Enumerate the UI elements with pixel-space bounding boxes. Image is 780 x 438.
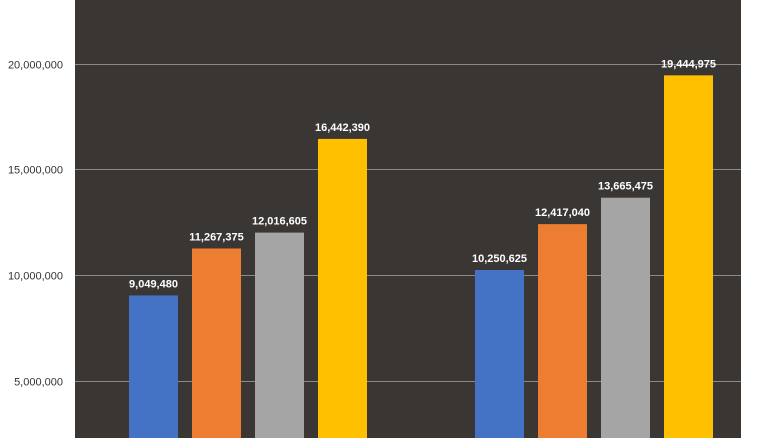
y-axis: 5,000,000 10,000,000 15,000,000 20,000,000: [8, 60, 63, 389]
bar-value-label: 12,417,040: [535, 207, 590, 219]
bar-value-label: 16,442,390: [315, 122, 370, 134]
bar: [255, 232, 304, 438]
data-labels: 9,049,480 11,267,375 12,016,605 16,442,390 1…: [129, 58, 716, 290]
bar-value-label: 11,267,375: [189, 231, 243, 243]
bar-value-label: 19,444,975: [661, 58, 716, 70]
y-tick-label: 5,000,000: [14, 377, 63, 389]
bars: [129, 75, 713, 438]
y-tick-label: 10,000,000: [8, 271, 63, 283]
bar-value-label: 12,016,605: [252, 216, 307, 228]
bar: [192, 248, 241, 438]
bar: [475, 269, 524, 438]
bar: [601, 197, 650, 438]
bar-value-label: 9,049,480: [129, 278, 178, 290]
bar: [664, 75, 713, 438]
bar: [318, 138, 367, 438]
bar-value-label: 13,665,475: [598, 181, 653, 193]
y-tick-label: 20,000,000: [8, 60, 63, 72]
y-tick-label: 15,000,000: [8, 165, 63, 177]
bar: [129, 295, 178, 438]
bar-value-label: 10,250,625: [472, 253, 527, 265]
bar: [538, 224, 587, 438]
